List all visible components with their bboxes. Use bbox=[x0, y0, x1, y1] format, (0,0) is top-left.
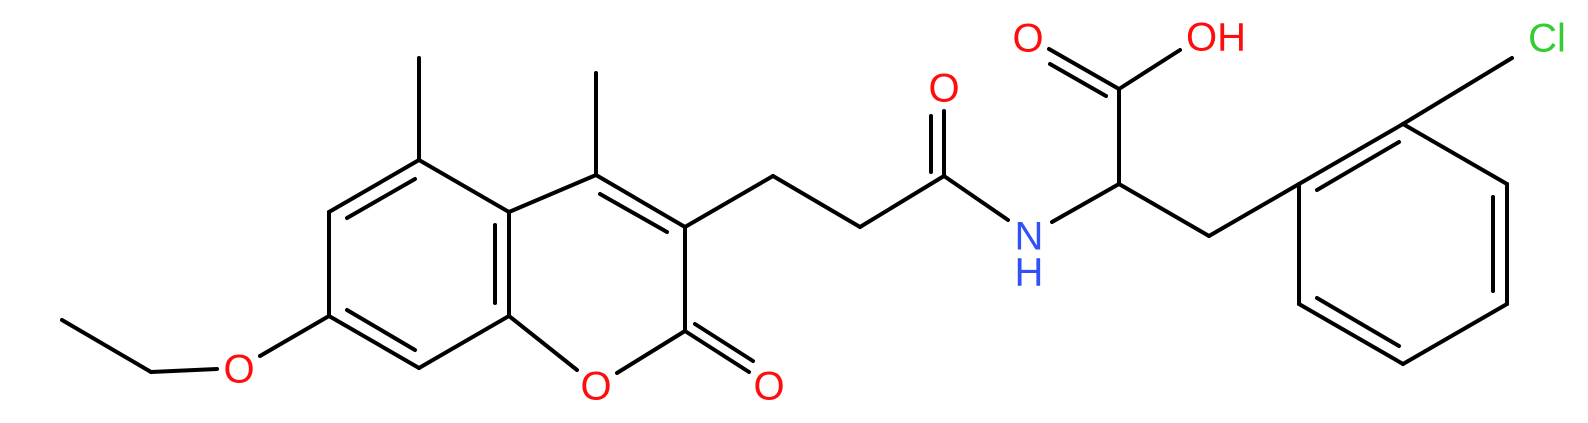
bond-segment bbox=[1048, 62, 1108, 98]
bond-segment bbox=[417, 158, 511, 214]
bond-segment bbox=[345, 308, 417, 352]
bond-segment bbox=[60, 318, 153, 374]
atom-label-acid-carbonyl-oxygen: O bbox=[1012, 16, 1043, 60]
bond-segment bbox=[1117, 48, 1182, 91]
bond-segment bbox=[1401, 302, 1509, 366]
bond-segment bbox=[1315, 296, 1401, 348]
bond-segment bbox=[683, 329, 751, 374]
bond-segment bbox=[417, 314, 511, 370]
bond-segment bbox=[1315, 140, 1401, 192]
bond-segment bbox=[683, 174, 775, 229]
bond-segment bbox=[693, 322, 755, 363]
bond-segment bbox=[149, 367, 219, 374]
bond-segment bbox=[327, 158, 421, 214]
bond-segment bbox=[1047, 47, 1121, 91]
atom-label-amide-nitrogen: N bbox=[1015, 214, 1044, 258]
bond-segment bbox=[507, 314, 579, 372]
bond-segment bbox=[1297, 122, 1405, 186]
bond-segment bbox=[1401, 56, 1514, 126]
atom-label-chlorine: Cl bbox=[1528, 16, 1566, 60]
atom-label-amide-nh-hydrogen: H bbox=[1015, 250, 1044, 294]
atom-label-lactone-carbonyl-oxygen: O bbox=[753, 364, 784, 408]
bond-segment bbox=[1117, 182, 1211, 238]
bond-segment bbox=[1401, 122, 1509, 186]
bond-segment bbox=[1297, 302, 1405, 366]
bond-segment bbox=[942, 174, 1010, 222]
bond-segment bbox=[598, 192, 669, 234]
bond-segment bbox=[345, 177, 417, 220]
atom-label-acid-hydroxyl: OH bbox=[1186, 15, 1246, 59]
bond-segment bbox=[858, 174, 946, 229]
bond-segment bbox=[1207, 182, 1301, 238]
bond-segment bbox=[1050, 182, 1121, 224]
atom-label-lactone-ring-oxygen: O bbox=[580, 364, 611, 408]
bond-segment bbox=[327, 314, 421, 370]
atom-label-ether-oxygen: O bbox=[223, 347, 254, 391]
atom-label-amide-carbonyl-oxygen: O bbox=[928, 66, 959, 110]
bond-segment bbox=[507, 173, 598, 214]
bond-segment bbox=[594, 173, 687, 229]
bond-segment bbox=[258, 314, 331, 358]
bond-segment bbox=[615, 329, 687, 375]
bond-segment bbox=[771, 174, 862, 229]
